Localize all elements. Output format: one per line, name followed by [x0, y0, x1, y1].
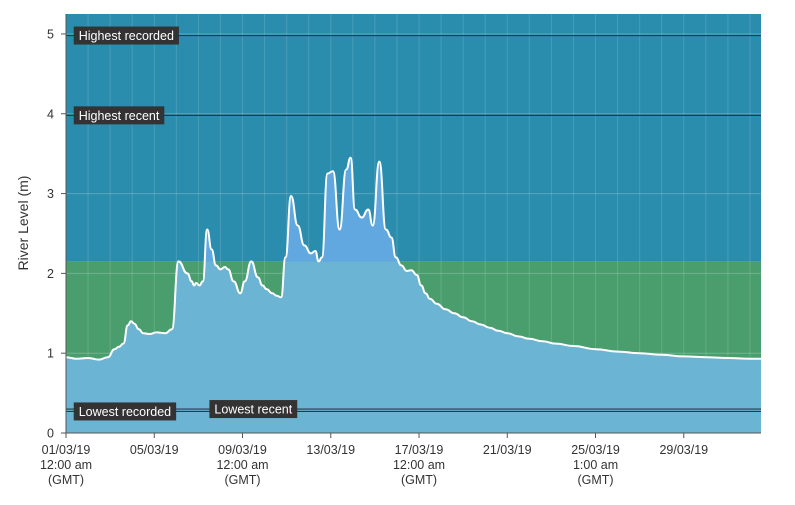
reference-label-2: Lowest recorded [73, 402, 177, 421]
x-tick-label: 12:00 am [393, 458, 445, 472]
area-fill-above-band [178, 157, 399, 262]
x-tick-label: 17/03/19 [395, 443, 444, 457]
area-fill-below-band [66, 261, 761, 433]
x-tick-label: 09/03/19 [218, 443, 267, 457]
x-tick-label: 29/03/19 [659, 443, 708, 457]
y-tick-label: 2 [47, 267, 54, 281]
x-tick-label: 05/03/19 [130, 443, 179, 457]
reference-label-text: Lowest recent [214, 403, 292, 417]
level-band-2 [66, 14, 761, 262]
reference-label-background [73, 26, 179, 45]
y-tick-label: 5 [47, 27, 54, 41]
x-tick-label: (GMT) [48, 473, 84, 487]
x-tick-label: 12:00 am [40, 458, 92, 472]
x-tick-label: 1:00 am [573, 458, 618, 472]
y-tick-label: 1 [47, 347, 54, 361]
y-tick-label: 4 [47, 107, 54, 121]
reference-label-text: Highest recent [79, 109, 160, 123]
reference-lines: Highest recorded Highest recent Lowest rec… [66, 26, 761, 421]
y-tick-label: 0 [47, 427, 54, 441]
reference-label-1: Highest recent [73, 106, 165, 125]
x-tick-label: 12:00 am [216, 458, 268, 472]
x-tick-label: (GMT) [224, 473, 260, 487]
x-tick-label: 13/03/19 [306, 443, 355, 457]
reference-label-background [209, 400, 298, 419]
reference-label-0: Highest recorded [73, 26, 179, 45]
x-tick-label: (GMT) [401, 473, 437, 487]
reference-label-background [73, 106, 165, 125]
river-level-line [66, 156, 761, 361]
x-tick-label: 25/03/19 [571, 443, 620, 457]
y-axis-title: River Level (m) [15, 176, 31, 271]
reference-label-text: Lowest recorded [79, 405, 171, 419]
x-tick-label: 01/03/19 [42, 443, 91, 457]
river-level-area [66, 156, 761, 433]
reference-label-3: Lowest recent [209, 400, 298, 419]
y-tick-label: 3 [47, 187, 54, 201]
reference-label-background [73, 402, 177, 421]
reference-label-text: Highest recorded [79, 29, 174, 43]
x-tick-label: (GMT) [577, 473, 613, 487]
x-tick-label: 21/03/19 [483, 443, 532, 457]
